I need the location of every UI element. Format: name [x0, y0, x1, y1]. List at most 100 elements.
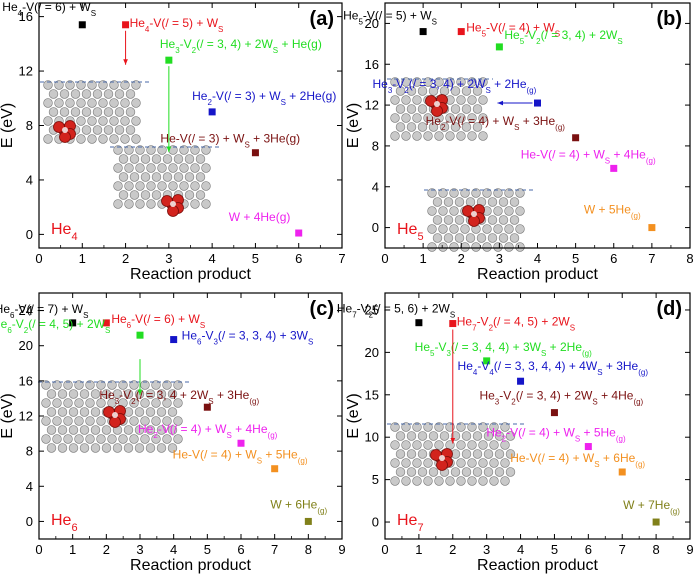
- tungsten-atom: [472, 431, 483, 441]
- label-text: + He(g): [278, 37, 322, 51]
- y-tick-label: 4: [26, 479, 33, 494]
- tungsten-atom: [151, 416, 161, 426]
- tungsten-atom: [96, 434, 106, 444]
- tungsten-atom: [41, 434, 51, 444]
- tungsten-atom: [467, 458, 477, 468]
- tungsten-atom: [113, 163, 123, 173]
- tungsten-atom: [76, 134, 86, 144]
- subscript: 4: [489, 368, 494, 377]
- tungsten-atom: [103, 89, 114, 99]
- x-tick-label: 5: [572, 251, 579, 266]
- y-tick-label: 4: [372, 179, 379, 194]
- tungsten-atom: [74, 380, 84, 390]
- tungsten-atom: [450, 86, 461, 96]
- label-text: -V(/ = 5) + W: [149, 16, 218, 30]
- tungsten-atom: [434, 440, 444, 450]
- tungsten-atom: [79, 407, 90, 417]
- tungsten-atom: [390, 77, 400, 87]
- x-tick-label: 3: [136, 542, 143, 557]
- x-tick-label: 9: [338, 542, 345, 557]
- tungsten-atom: [478, 113, 488, 123]
- tungsten-atom: [76, 80, 86, 90]
- label-text: He: [504, 28, 520, 42]
- data-label: He6-V2(/ = 4, 5) + 2WS: [0, 317, 110, 335]
- label-text: He: [51, 512, 72, 529]
- data-label: He7-V2(/ = 4, 5) + 2WS: [457, 315, 575, 333]
- tungsten-atom: [167, 443, 178, 453]
- x-tick-label: 6: [610, 251, 617, 266]
- tungsten-atom: [120, 116, 130, 126]
- tungsten-atom: [500, 476, 510, 486]
- x-tick-label: 1: [69, 542, 76, 557]
- tungsten-atom: [151, 190, 162, 200]
- tungsten-atom: [515, 242, 525, 252]
- label-text: He: [426, 114, 442, 128]
- tungsten-atom: [417, 104, 428, 114]
- label-text: -V(/ = 6) + W: [22, 0, 91, 14]
- label-text: -V(/ = 3) + W: [212, 89, 281, 103]
- data-point: [618, 468, 626, 476]
- label-text: -V: [201, 329, 213, 343]
- label-text: -V: [392, 77, 404, 91]
- x-tick-label: 7: [648, 251, 655, 266]
- data-point: [304, 517, 312, 525]
- label-text: W + 5He: [584, 203, 631, 217]
- tungsten-atom: [478, 77, 488, 87]
- subscript: S: [555, 29, 560, 38]
- tungsten-atom: [406, 467, 417, 477]
- tungsten-atom: [52, 416, 62, 426]
- tungsten-atom: [129, 434, 139, 444]
- tungsten-atom: [68, 443, 79, 453]
- tungsten-atom: [500, 440, 510, 450]
- tungsten-atom: [390, 113, 400, 123]
- data-point: [584, 443, 592, 451]
- subscript: 7: [352, 310, 357, 319]
- tungsten-atom: [456, 458, 466, 468]
- data-point: [203, 403, 211, 411]
- label-text: He: [337, 302, 353, 316]
- tungsten-atom: [445, 113, 455, 123]
- subscript: (g): [631, 211, 641, 220]
- tungsten-atom: [156, 443, 167, 453]
- label-text: + 5He: [580, 426, 616, 440]
- tungsten-atom: [438, 206, 448, 216]
- data-label: He3-V2(/ = 3, 4) + 2WS + He(g): [160, 37, 322, 55]
- y-tick-label: 5: [372, 472, 379, 487]
- tungsten-atom: [162, 434, 172, 444]
- tungsten-atom: [427, 224, 437, 234]
- data-label: He2-V(/ = 4) + WS + 5He(g): [486, 426, 626, 444]
- tungsten-atom: [456, 476, 466, 486]
- tungsten-atom: [190, 181, 200, 191]
- tungsten-atom: [201, 163, 211, 173]
- y-tick-label: 0: [26, 227, 33, 242]
- tungsten-atom: [57, 425, 68, 435]
- label-text: + 4He: [610, 147, 646, 161]
- y-tick-label: 16: [19, 373, 33, 388]
- label-text: (/ = 3, 4, 4) + 3W: [451, 340, 542, 354]
- subscript: (g): [633, 397, 643, 406]
- y-tick-label: 20: [365, 16, 379, 31]
- tungsten-atom: [427, 242, 437, 252]
- tungsten-atom: [54, 98, 64, 108]
- cluster-label: He4: [51, 221, 78, 243]
- tungsten-atom: [131, 80, 141, 90]
- tungsten-atom: [423, 458, 433, 468]
- label-text: + 2He: [546, 340, 582, 354]
- tungsten-atom: [135, 163, 145, 173]
- label-text: He: [182, 329, 198, 343]
- tungsten-atom: [489, 422, 499, 432]
- subscript: S: [617, 36, 622, 45]
- tungsten-atom: [423, 77, 433, 87]
- data-point: [419, 28, 427, 36]
- label-text: He: [457, 315, 473, 329]
- tungsten-atom: [461, 122, 472, 132]
- tungsten-atom: [467, 77, 477, 87]
- tungsten-atom: [90, 425, 101, 435]
- tungsten-atom: [432, 215, 443, 225]
- subscript: (g): [670, 507, 680, 516]
- tungsten-atom: [118, 190, 129, 200]
- vacancy-marker: [62, 127, 68, 133]
- tungsten-atom: [112, 443, 123, 453]
- x-axis-label: Reaction product: [130, 557, 252, 574]
